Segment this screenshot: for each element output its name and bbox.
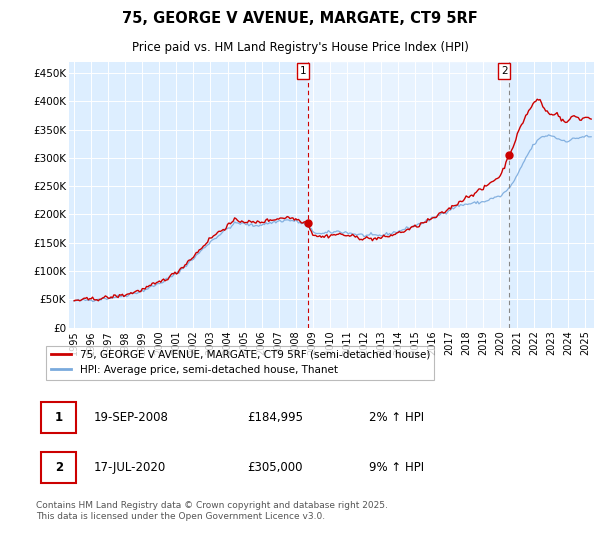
- Text: 2: 2: [501, 66, 508, 76]
- Text: £184,995: £184,995: [247, 412, 303, 424]
- Text: 2% ↑ HPI: 2% ↑ HPI: [368, 412, 424, 424]
- Text: Price paid vs. HM Land Registry's House Price Index (HPI): Price paid vs. HM Land Registry's House …: [131, 41, 469, 54]
- Bar: [308, 62, 509, 328]
- Text: 17-JUL-2020: 17-JUL-2020: [94, 461, 166, 474]
- Text: 9% ↑ HPI: 9% ↑ HPI: [368, 461, 424, 474]
- Bar: [41, 402, 76, 433]
- Text: £305,000: £305,000: [247, 461, 303, 474]
- Text: 2: 2: [55, 461, 63, 474]
- Text: 1: 1: [299, 66, 306, 76]
- Text: 19-SEP-2008: 19-SEP-2008: [94, 412, 169, 424]
- Bar: [41, 452, 76, 483]
- Legend: 75, GEORGE V AVENUE, MARGATE, CT9 5RF (semi-detached house), HPI: Average price,: 75, GEORGE V AVENUE, MARGATE, CT9 5RF (s…: [46, 346, 434, 380]
- Text: 1: 1: [55, 412, 63, 424]
- Text: 75, GEORGE V AVENUE, MARGATE, CT9 5RF: 75, GEORGE V AVENUE, MARGATE, CT9 5RF: [122, 11, 478, 26]
- Text: Contains HM Land Registry data © Crown copyright and database right 2025.
This d: Contains HM Land Registry data © Crown c…: [36, 501, 388, 521]
